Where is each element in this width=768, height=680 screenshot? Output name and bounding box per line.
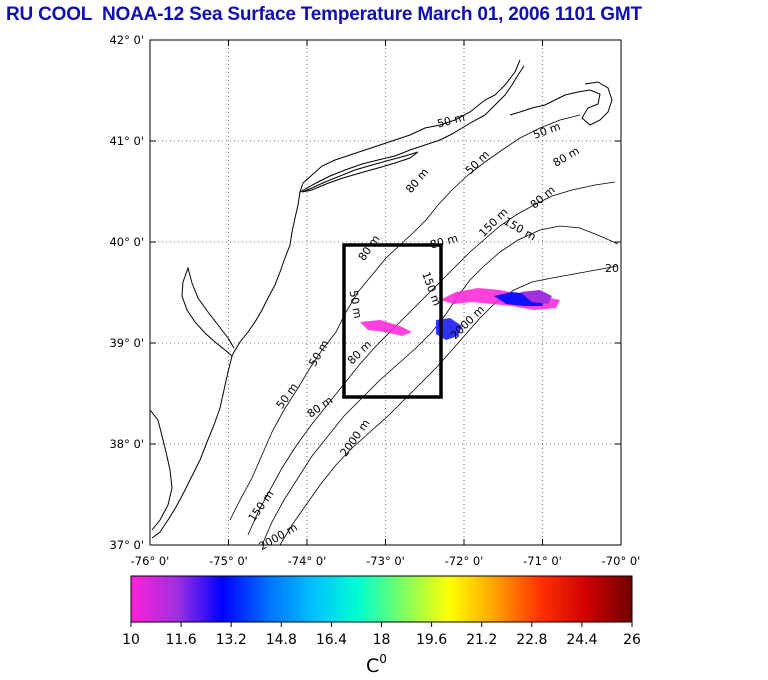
longitude-labels: -76° 0' -75° 0' -74° 0' -73° 0' -72° 0' -71° … [131,554,641,568]
colorbar-label: 16.4 [316,632,347,648]
coastline-long-island [301,151,419,193]
longitude-label: -70° 0' [602,554,641,568]
coastline-delmarva [151,355,233,539]
longitude-label: -72° 0' [445,554,484,568]
colorbar-label: 11.6 [166,632,197,648]
chart-title: RU COOL NOAA-12 Sea Surface Temperature … [6,4,642,25]
latitude-labels: 42° 0' 41° 0' 40° 0' 39° 0' 38° 0' 37° 0' [109,33,144,552]
latitude-label: 39° 0' [109,336,144,350]
colorbar-labels: 10 11.6 13.2 14.8 16.4 18 19.6 21.2 22.8 24.4 26 [122,622,641,648]
latitude-label: 42° 0' [109,33,144,47]
latitude-label: 37° 0' [109,538,144,552]
coastline-cape-cod [509,81,613,126]
latitude-label: 38° 0' [109,437,144,451]
contour-80m [247,181,616,536]
coastline-new-jersey [231,191,301,357]
colorbar-label: 19.6 [416,632,447,648]
colorbar-label: 18 [373,632,391,648]
colorbar-label: 13.2 [216,632,247,648]
axis-ticks [149,39,622,546]
contour-label: 50 m [347,289,365,319]
colorbar-label: 14.8 [266,632,297,648]
contour-150m [261,225,619,545]
contour-label: 20 [605,262,619,275]
colorbar-label: 22.8 [516,632,547,648]
colorbar [130,575,633,623]
colorbar-label: 21.2 [466,632,497,648]
contour-50m [229,114,581,521]
coastline-new-england [299,59,525,194]
colorbar-label: 10 [122,632,140,648]
colorbar-unit: C0 [366,652,387,677]
longitude-label: -75° 0' [209,554,248,568]
latitude-label: 41° 0' [109,134,144,148]
latitude-label: 40° 0' [109,235,144,249]
longitude-label: -73° 0' [366,554,405,568]
colorbar-label: 26 [623,632,641,648]
contour-2000m [279,265,619,545]
longitude-label: -74° 0' [288,554,327,568]
chesapeake-bay [150,409,173,531]
graticule [150,40,621,545]
colorbar-label: 24.4 [566,632,597,648]
longitude-label: -76° 0' [131,554,170,568]
study-area-box [342,243,443,399]
delaware-bay [181,266,235,357]
longitude-label: -71° 0' [523,554,562,568]
